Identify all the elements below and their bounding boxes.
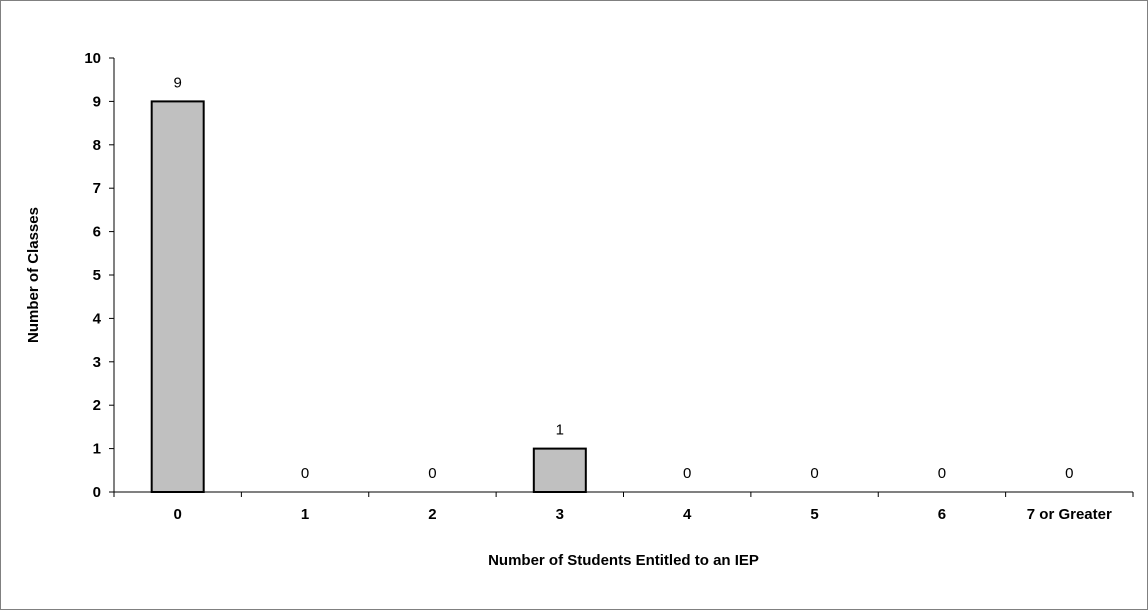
data-label: 0 <box>683 465 691 482</box>
y-tick-label: 3 <box>93 354 101 371</box>
x-tick-label: 5 <box>810 506 818 523</box>
data-label: 0 <box>810 465 818 482</box>
data-labels-group: 9 0 0 1 0 0 0 0 <box>174 74 1074 482</box>
y-tick-label: 8 <box>93 137 101 154</box>
x-tick-label: 2 <box>428 506 436 523</box>
y-axis-title: Number of Classes <box>25 207 42 343</box>
data-label: 0 <box>301 465 309 482</box>
x-tick-label: 4 <box>683 506 692 523</box>
y-tick-label: 4 <box>93 310 102 327</box>
y-tick-label: 1 <box>93 441 101 458</box>
bar <box>532 447 587 494</box>
data-label: 0 <box>1065 465 1073 482</box>
bar <box>150 100 205 494</box>
data-label: 9 <box>174 74 182 91</box>
y-tick-label: 7 <box>93 180 101 197</box>
y-tick-label: 5 <box>93 267 101 284</box>
y-tick-label: 9 <box>93 93 101 110</box>
data-label: 0 <box>938 465 946 482</box>
data-label: 0 <box>428 465 436 482</box>
x-tick-label: 0 <box>174 506 182 523</box>
bars-group <box>150 100 587 494</box>
x-ticks-group: 0 1 2 3 4 5 6 7 or Greater <box>113 492 1134 523</box>
x-tick-label: 1 <box>301 506 309 523</box>
axes-group <box>113 58 1133 493</box>
x-tick-label: 6 <box>938 506 946 523</box>
y-tick-label: 6 <box>93 224 101 241</box>
x-axis-title: Number of Students Entitled to an IEP <box>488 552 759 569</box>
data-label: 1 <box>556 422 564 439</box>
y-tick-label: 2 <box>93 397 101 414</box>
y-tick-label: 0 <box>93 484 101 501</box>
x-tick-label: 3 <box>556 506 564 523</box>
y-tick-label: 10 <box>84 50 101 67</box>
y-ticks-group: 0 1 2 3 4 5 6 7 8 9 10 <box>84 50 114 501</box>
x-tick-label: 7 or Greater <box>1027 506 1112 523</box>
